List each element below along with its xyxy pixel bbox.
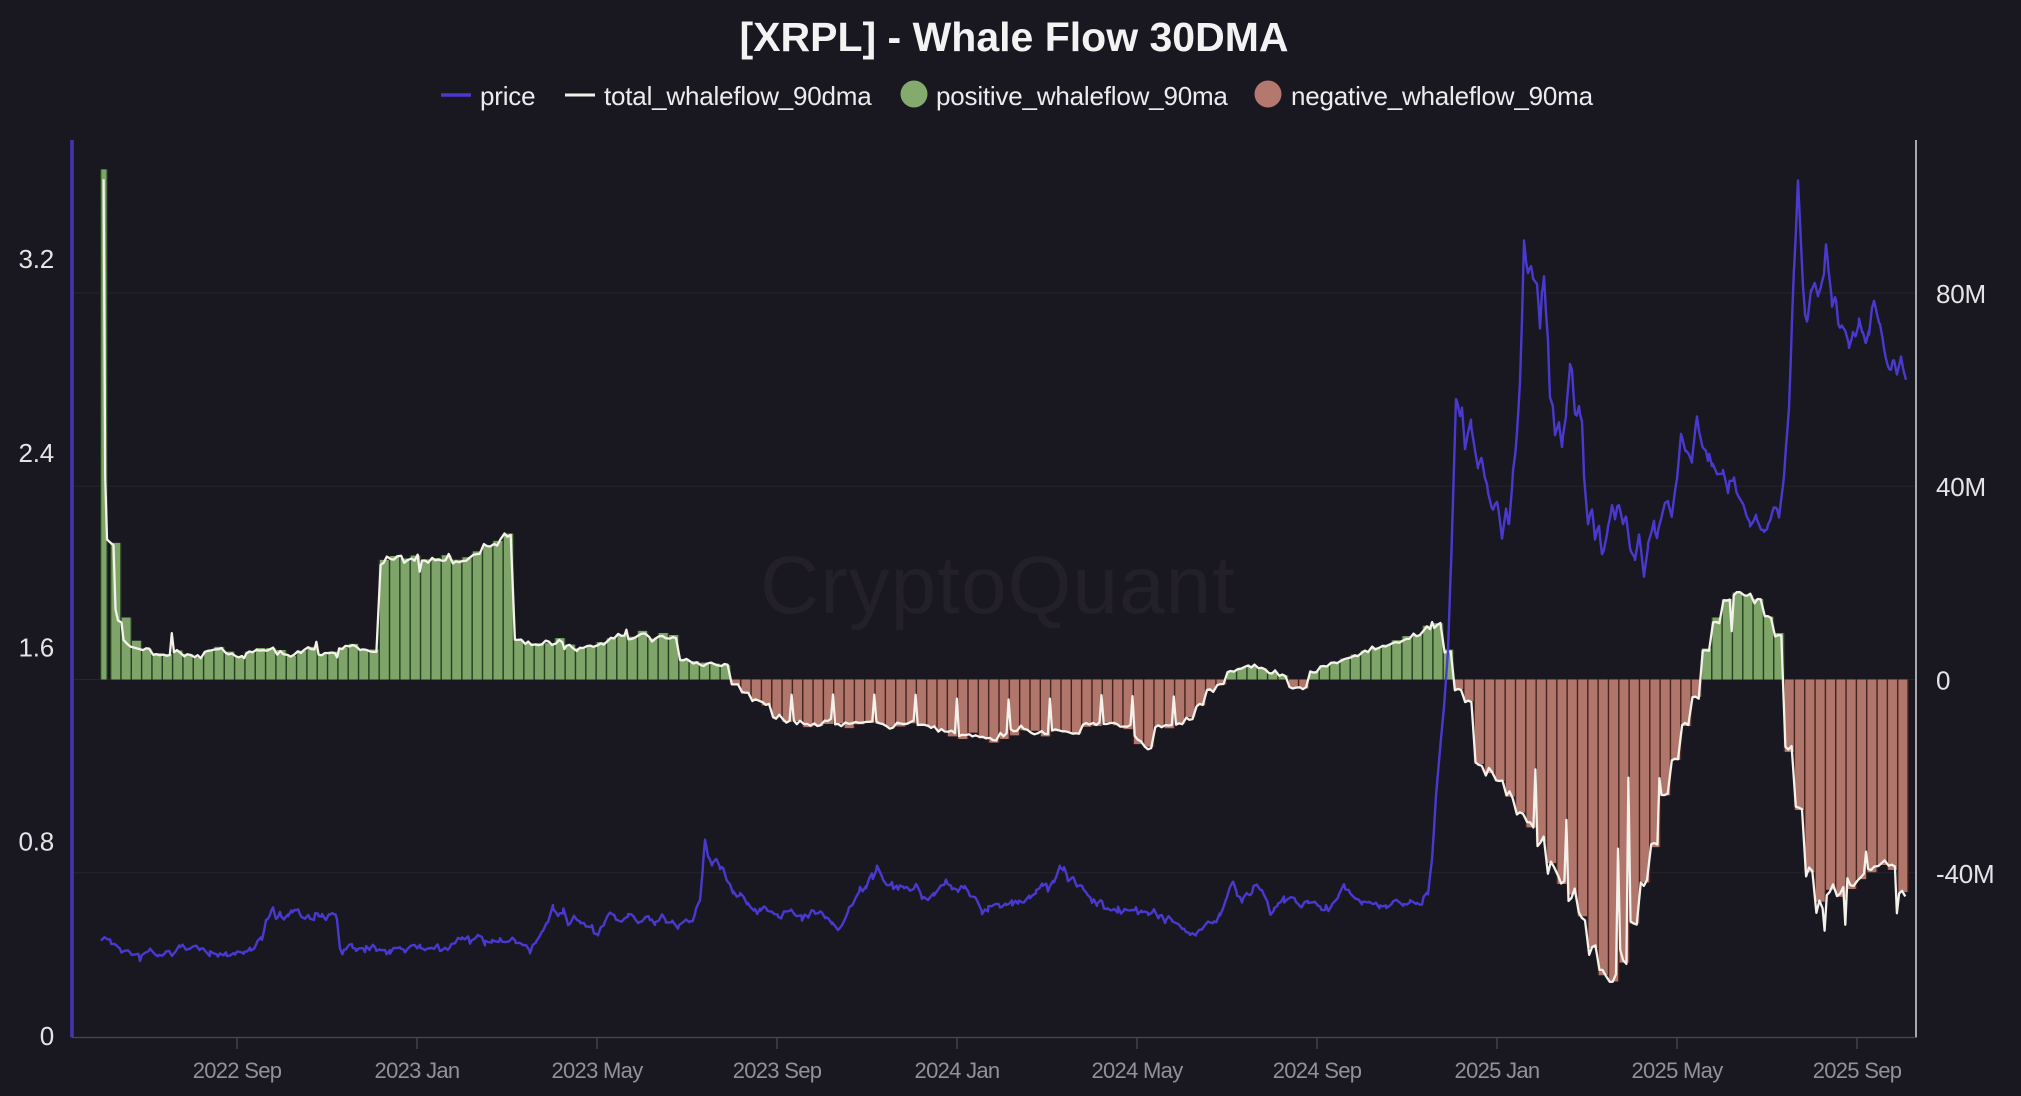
svg-text:2024 Jan: 2024 Jan — [915, 1058, 1000, 1083]
svg-text:2024 Sep: 2024 Sep — [1273, 1058, 1362, 1083]
svg-text:negative_whaleflow_90ma: negative_whaleflow_90ma — [1291, 81, 1594, 111]
svg-text:-40M: -40M — [1936, 859, 1994, 889]
svg-text:40M: 40M — [1936, 472, 1986, 502]
svg-text:2025 Sep: 2025 Sep — [1813, 1058, 1902, 1083]
svg-text:2023 Sep: 2023 Sep — [733, 1058, 822, 1083]
svg-text:1.6: 1.6 — [18, 632, 54, 662]
svg-text:2022 Sep: 2022 Sep — [193, 1058, 282, 1083]
svg-text:total_whaleflow_90dma: total_whaleflow_90dma — [604, 81, 872, 111]
svg-text:3.2: 3.2 — [18, 244, 54, 274]
svg-text:80M: 80M — [1936, 279, 1986, 309]
svg-text:0.8: 0.8 — [18, 827, 54, 857]
svg-text:CryptoQuant: CryptoQuant — [760, 540, 1236, 631]
svg-text:positive_whaleflow_90ma: positive_whaleflow_90ma — [936, 81, 1228, 111]
svg-text:2025 Jan: 2025 Jan — [1455, 1058, 1540, 1083]
svg-text:0: 0 — [40, 1021, 54, 1051]
svg-text:[XRPL] - Whale Flow 30DMA: [XRPL] - Whale Flow 30DMA — [740, 14, 1289, 60]
svg-text:price: price — [480, 81, 535, 111]
svg-text:2023 Jan: 2023 Jan — [375, 1058, 460, 1083]
svg-text:2025 May: 2025 May — [1631, 1058, 1723, 1083]
svg-text:0: 0 — [1936, 666, 1950, 696]
svg-text:2024 May: 2024 May — [1091, 1058, 1183, 1083]
svg-text:2.4: 2.4 — [18, 438, 54, 468]
svg-text:2023 May: 2023 May — [551, 1058, 643, 1083]
